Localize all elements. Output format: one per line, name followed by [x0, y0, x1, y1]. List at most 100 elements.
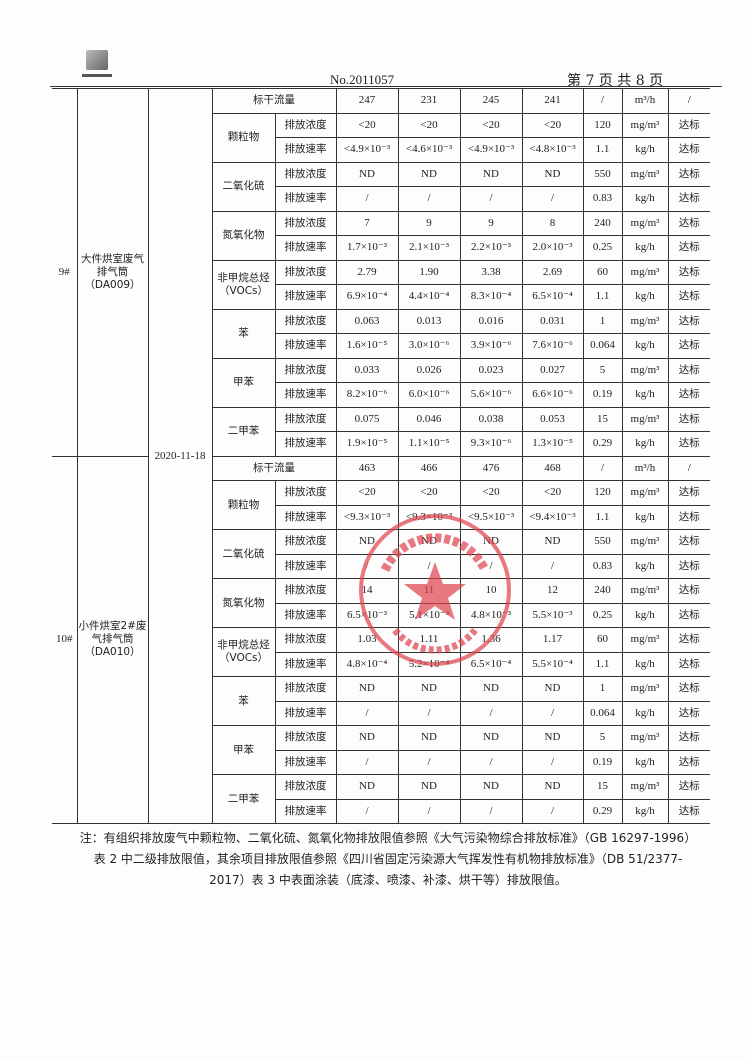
measured-value: 6.6×10⁻⁶ — [521, 382, 584, 408]
limit-value: 15 — [582, 774, 623, 800]
measured-value: ND — [459, 676, 523, 702]
parameter-name: 排放浓度 — [274, 578, 337, 604]
parameter-name: 排放浓度 — [274, 529, 337, 555]
limit-value: 1.1 — [582, 137, 623, 163]
measured-value: / — [459, 749, 523, 775]
measured-value: ND — [335, 676, 399, 702]
measured-value: ND — [397, 676, 461, 702]
parameter-name: 排放速率 — [274, 186, 337, 212]
page-indicator: 第 7 页 共 8 页 — [567, 73, 664, 89]
result: 达标 — [667, 431, 710, 457]
pollutant-name: 二甲苯 — [211, 774, 276, 824]
measured-value: 0.053 — [521, 406, 584, 432]
measured-value: 0.033 — [335, 357, 399, 383]
table-row: 排放速率 / / //0.29 kg/h 达标 — [52, 798, 710, 824]
parameter-name: 排放浓度 — [274, 112, 337, 138]
pollutant-name: 二氧化硫 — [211, 161, 276, 212]
measured-value: <4.9×10⁻³ — [459, 137, 523, 163]
limit-value: 5 — [582, 725, 623, 751]
unit: mg/m³ — [621, 259, 669, 285]
table-row: 二氧化硫 排放浓度 ND ND ND ND 550 mg/m³ 达标 — [52, 161, 710, 212]
flow-label: 标干流量 — [211, 455, 337, 481]
measured-value: / — [459, 186, 523, 212]
pollutant-name: 苯 — [211, 308, 276, 359]
unit: kg/h — [621, 504, 669, 530]
pollutant-name: 颗粒物 — [211, 480, 276, 530]
table-row: 苯排放浓度 ND ND ND ND 1 mg/m³ 达标 — [52, 676, 710, 726]
measured-value: 0.046 — [397, 406, 461, 432]
measured-value: <20 — [459, 480, 523, 506]
unit: kg/h — [621, 137, 669, 163]
unit: mg/m³ — [621, 774, 669, 800]
unit: kg/h — [621, 431, 669, 457]
measured-value: / — [459, 700, 523, 726]
unit: mg/m³ — [621, 578, 669, 604]
limit-value: 550 — [582, 529, 623, 555]
flow-value: 245 — [459, 88, 523, 114]
parameter-name: 排放速率 — [274, 333, 337, 359]
limit-value: 15 — [582, 406, 623, 432]
logo-underline — [82, 74, 112, 77]
sampling-date: 2020-11-18 — [147, 88, 213, 824]
table-row: 甲苯 排放浓度 ND ND ND ND 5 mg/m³ 达标 — [52, 725, 710, 775]
unit: mg/m³ — [621, 725, 669, 751]
table-row: 排放速率 6.9×10⁻⁴ 4.4×10⁻⁴ 8.3×10⁻⁴ 6.5×10⁻⁴ 1.1 k… — [52, 284, 710, 310]
measured-value: 3.38 — [459, 259, 523, 285]
measured-value: <4.8×10⁻³ — [521, 137, 584, 163]
table-row: 苯排放浓度 0.063 0.013 0.016 0.031 1 mg/m³ 达标 — [52, 308, 710, 359]
limit-value: 0.83 — [582, 553, 623, 579]
unit: kg/h — [621, 651, 669, 677]
unit: mg/m³ — [621, 357, 669, 383]
parameter-name: 排放速率 — [274, 602, 337, 628]
pollutant-name: 甲苯 — [211, 725, 276, 775]
pollutant-name: 甲苯 — [211, 357, 276, 408]
table-row: 排放速率 1.6×10⁻⁵ 3.0×10⁻⁶ 3.9×10⁻⁶ 7.6×10⁻⁶ 0.06… — [52, 333, 710, 359]
result: 达标 — [667, 406, 710, 432]
table-row: 氮氧化物 排放浓度 7 9 9 8 240 mg/m³ 达标 — [52, 210, 710, 261]
result: 达标 — [667, 357, 710, 383]
measured-value: / — [521, 186, 584, 212]
measured-value: / — [397, 186, 461, 212]
outlet-number: 9# — [52, 88, 78, 457]
result: 达标 — [667, 333, 710, 359]
parameter-name: 排放浓度 — [274, 725, 337, 751]
measured-value: ND — [521, 774, 584, 800]
measured-value: <9.4×10⁻³ — [521, 504, 584, 530]
parameter-name: 排放浓度 — [274, 161, 337, 187]
result: 达标 — [667, 284, 710, 310]
flow-value: 463 — [335, 455, 399, 481]
document-number: No.2011057 — [330, 72, 395, 87]
result: 达标 — [667, 112, 710, 138]
result: / — [667, 88, 710, 114]
measured-value: 0.038 — [459, 406, 523, 432]
measured-value: 0.063 — [335, 308, 399, 334]
table-row: 排放速率 / / //0.064 kg/h 达标 — [52, 700, 710, 726]
limit-value: 1 — [582, 308, 623, 334]
table-row: 排放速率 1.7×10⁻³ 2.1×10⁻³ 2.2×10⁻³ 2.0×10⁻³ 0.25… — [52, 235, 710, 261]
limit-value: 0.064 — [582, 700, 623, 726]
table-row: 排放速率 8.2×10⁻⁶ 6.0×10⁻⁶ 5.6×10⁻⁶ 6.6×10⁻⁶ 0.19… — [52, 382, 710, 408]
table-row: 颗粒物 排放浓度 <20 <20 <20 <20 120 mg/m³ 达标 — [52, 112, 710, 163]
flow-label: 标干流量 — [211, 88, 337, 114]
result: 达标 — [667, 725, 710, 751]
measured-value: ND — [459, 725, 523, 751]
measured-value: 2.0×10⁻³ — [521, 235, 584, 261]
pollutant-name: 颗粒物 — [211, 112, 276, 163]
pollutant-name: 氮氧化物 — [211, 210, 276, 261]
measured-value: <4.6×10⁻³ — [397, 137, 461, 163]
result: 达标 — [667, 504, 710, 530]
measured-value: / — [459, 553, 523, 579]
measured-value: / — [335, 749, 399, 775]
result: 达标 — [667, 602, 710, 628]
unit: mg/m³ — [621, 112, 669, 138]
measured-value: <20 — [521, 480, 584, 506]
result: 达标 — [667, 651, 710, 677]
measured-value: 9 — [459, 210, 523, 236]
result: 达标 — [667, 627, 710, 653]
parameter-name: 排放浓度 — [274, 308, 337, 334]
parameter-name: 排放浓度 — [274, 210, 337, 236]
unit: mg/m³ — [621, 308, 669, 334]
measured-value: 1.9×10⁻⁵ — [335, 431, 399, 457]
measured-value: <20 — [459, 112, 523, 138]
result: 达标 — [667, 774, 710, 800]
